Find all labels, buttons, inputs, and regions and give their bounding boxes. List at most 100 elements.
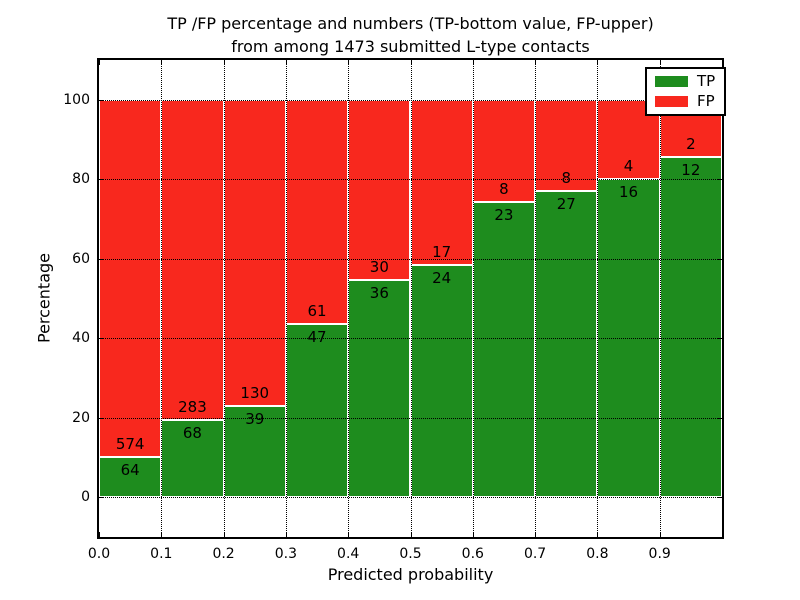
bar-segment-fp	[223, 99, 286, 406]
x-tick-label: 0.4	[337, 546, 360, 562]
grid-line-vertical	[223, 60, 225, 537]
y-tick-mark-right	[717, 179, 722, 181]
y-tick-label: 60	[72, 250, 90, 267]
x-tick-label: 0.3	[274, 546, 298, 562]
value-label-fp: 574	[115, 435, 145, 454]
value-label-fp: 4	[623, 157, 634, 176]
y-tick-mark	[99, 338, 104, 340]
chart-title-line1: TP /FP percentage and numbers (TP-bottom…	[167, 14, 654, 33]
x-tick-mark-top	[472, 60, 474, 65]
value-label-fp: 30	[369, 258, 389, 277]
value-label-fp: 8	[561, 168, 572, 187]
value-label-tp: 39	[245, 409, 265, 428]
value-label-fp: 130	[240, 383, 270, 402]
grid-line-horizontal	[99, 258, 722, 260]
grid-line-vertical	[535, 60, 537, 537]
value-label-tp: 36	[369, 284, 389, 303]
grid-line-vertical	[410, 60, 412, 537]
y-tick-label: 100	[63, 91, 90, 108]
x-tick-label: 0.2	[212, 546, 235, 562]
grid-line-horizontal	[99, 99, 722, 101]
bar-segment-fp	[99, 99, 162, 458]
y-tick-label: 40	[72, 330, 90, 347]
y-tick-mark-right	[717, 497, 722, 499]
x-tick-mark	[161, 532, 163, 537]
x-tick-mark-top	[597, 60, 599, 65]
x-tick-label: 0.8	[586, 546, 609, 562]
bar-segment-tp	[472, 202, 536, 498]
plot-area: 574 64 283 68 130 39 61 47 30 36 17 24 8 23 8 27 4 16 2 12	[99, 60, 722, 537]
grid-line-horizontal	[99, 338, 722, 340]
x-tick-mark-top	[535, 60, 537, 65]
y-tick-mark	[99, 497, 104, 499]
bar-segment-tp	[348, 280, 411, 498]
legend-row-tp: TP	[655, 74, 715, 89]
grid-line-vertical	[161, 60, 163, 537]
bar-segment-fp	[161, 99, 224, 421]
grid-line-horizontal	[99, 179, 722, 181]
bar-segment-tp	[535, 190, 598, 498]
grid-line-vertical	[659, 60, 661, 537]
value-label-tp: 16	[618, 183, 639, 202]
value-label-fp: 283	[178, 398, 207, 417]
grid-line-horizontal	[99, 497, 722, 499]
value-label-tp: 68	[182, 424, 202, 443]
x-tick-mark	[285, 532, 287, 537]
bar-segment-fp	[285, 99, 349, 325]
x-tick-mark	[348, 532, 350, 537]
x-tick-mark-top	[99, 60, 100, 65]
y-tick-mark	[99, 99, 104, 101]
y-tick-label: 20	[72, 409, 90, 426]
y-tick-mark-right	[717, 258, 722, 260]
value-label-tp: 24	[432, 268, 452, 287]
x-tick-mark	[659, 532, 661, 537]
x-tick-mark	[535, 532, 537, 537]
grid-line-horizontal	[99, 417, 722, 419]
x-tick-mark	[472, 532, 474, 537]
value-label-fp: 2	[686, 134, 696, 153]
value-label-fp: 61	[307, 302, 327, 321]
legend: TP FP	[645, 67, 727, 116]
chart-title-line2: from among 1473 submitted L-type contact…	[231, 37, 590, 56]
grid-line-vertical	[285, 60, 287, 537]
x-tick-mark-top	[348, 60, 350, 65]
x-tick-mark	[410, 532, 412, 537]
x-tick-mark	[223, 532, 225, 537]
bar-segment-tp	[99, 457, 162, 498]
value-label-tp: 64	[120, 461, 140, 480]
legend-swatch-fp	[655, 96, 688, 107]
bar-segment-fp	[410, 99, 473, 265]
x-tick-label: 0.6	[461, 546, 484, 562]
x-tick-mark	[597, 532, 599, 537]
value-label-tp: 27	[556, 194, 576, 213]
x-tick-mark-top	[285, 60, 287, 65]
x-tick-label: 0.9	[648, 546, 671, 562]
value-label-tp: 12	[681, 160, 701, 179]
y-tick-mark-right	[717, 417, 722, 419]
bar-segment-fp	[472, 99, 536, 203]
x-tick-mark	[99, 532, 100, 537]
grid-line-vertical	[348, 60, 350, 537]
legend-label-tp: TP	[697, 72, 716, 90]
x-tick-label: 0.1	[150, 546, 173, 562]
bar-segment-fp	[348, 99, 411, 281]
x-tick-mark-top	[659, 60, 661, 65]
y-tick-mark-right	[717, 338, 722, 340]
value-label-tp: 47	[307, 328, 327, 347]
chart-title: TP /FP percentage and numbers (TP-bottom…	[99, 12, 722, 58]
value-label-tp: 23	[494, 206, 514, 225]
legend-swatch-tp	[655, 76, 688, 87]
x-tick-mark-top	[161, 60, 163, 65]
y-tick-label: 0	[81, 489, 90, 506]
value-label-fp: 17	[432, 242, 452, 261]
y-tick-label: 80	[72, 171, 90, 188]
x-tick-mark-top	[410, 60, 412, 65]
value-label-fp: 8	[499, 180, 509, 199]
bar-segment-tp	[410, 264, 473, 498]
x-axis-label: Predicted probability	[327, 565, 494, 584]
legend-row-fp: FP	[655, 94, 715, 109]
bar-segment-tp	[161, 420, 224, 498]
bar-segment-tp	[285, 324, 349, 498]
grid-line-vertical	[597, 60, 599, 537]
